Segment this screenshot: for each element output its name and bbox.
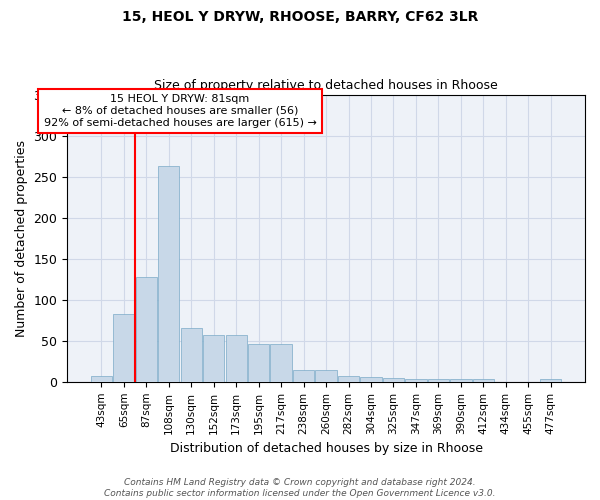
Title: Size of property relative to detached houses in Rhoose: Size of property relative to detached ho… <box>154 79 498 92</box>
Bar <box>181 328 202 382</box>
Bar <box>293 370 314 382</box>
Y-axis label: Number of detached properties: Number of detached properties <box>15 140 28 336</box>
Bar <box>203 335 224 382</box>
Bar <box>316 370 337 382</box>
Bar <box>540 380 562 382</box>
Bar <box>113 314 134 382</box>
Bar <box>383 378 404 382</box>
X-axis label: Distribution of detached houses by size in Rhoose: Distribution of detached houses by size … <box>170 442 482 455</box>
Bar <box>473 380 494 382</box>
Bar <box>91 376 112 382</box>
Text: Contains HM Land Registry data © Crown copyright and database right 2024.
Contai: Contains HM Land Registry data © Crown c… <box>104 478 496 498</box>
Bar <box>338 376 359 382</box>
Bar <box>136 277 157 382</box>
Bar <box>158 166 179 382</box>
Bar <box>428 378 449 382</box>
Bar <box>405 378 427 382</box>
Bar <box>450 378 472 382</box>
Bar <box>226 335 247 382</box>
Text: 15 HEOL Y DRYW: 81sqm
← 8% of detached houses are smaller (56)
92% of semi-detac: 15 HEOL Y DRYW: 81sqm ← 8% of detached h… <box>44 94 316 128</box>
Text: 15, HEOL Y DRYW, RHOOSE, BARRY, CF62 3LR: 15, HEOL Y DRYW, RHOOSE, BARRY, CF62 3LR <box>122 10 478 24</box>
Bar <box>361 377 382 382</box>
Bar <box>271 344 292 382</box>
Bar <box>248 344 269 382</box>
